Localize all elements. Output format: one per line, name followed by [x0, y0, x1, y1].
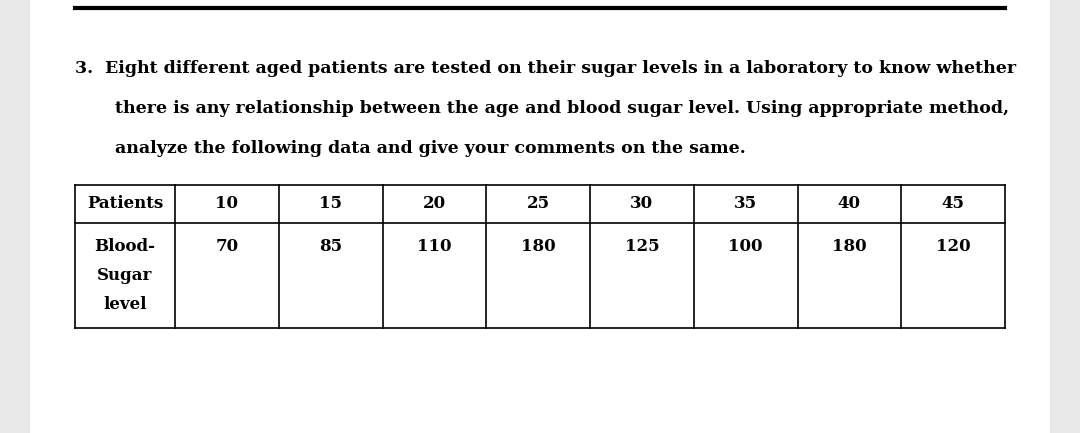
- Text: level: level: [104, 296, 147, 313]
- Text: 35: 35: [734, 196, 757, 213]
- Text: Blood-: Blood-: [95, 238, 156, 255]
- Text: 100: 100: [728, 238, 762, 255]
- Text: 70: 70: [215, 238, 239, 255]
- Text: analyze the following data and give your comments on the same.: analyze the following data and give your…: [114, 140, 746, 157]
- Text: 3.  Eight different aged patients are tested on their sugar levels in a laborato: 3. Eight different aged patients are tes…: [75, 60, 1016, 77]
- Text: 25: 25: [527, 196, 550, 213]
- Text: 40: 40: [838, 196, 861, 213]
- Text: 120: 120: [935, 238, 971, 255]
- Text: 125: 125: [624, 238, 659, 255]
- Text: 180: 180: [521, 238, 555, 255]
- Text: there is any relationship between the age and blood sugar level. Using appropria: there is any relationship between the ag…: [114, 100, 1009, 117]
- Text: 10: 10: [215, 196, 239, 213]
- Text: 180: 180: [832, 238, 866, 255]
- Text: Patients: Patients: [86, 196, 163, 213]
- Text: 110: 110: [417, 238, 451, 255]
- Text: 30: 30: [631, 196, 653, 213]
- Text: 20: 20: [422, 196, 446, 213]
- Text: 85: 85: [319, 238, 342, 255]
- Text: Sugar: Sugar: [97, 267, 152, 284]
- Text: 45: 45: [942, 196, 964, 213]
- Text: 15: 15: [319, 196, 342, 213]
